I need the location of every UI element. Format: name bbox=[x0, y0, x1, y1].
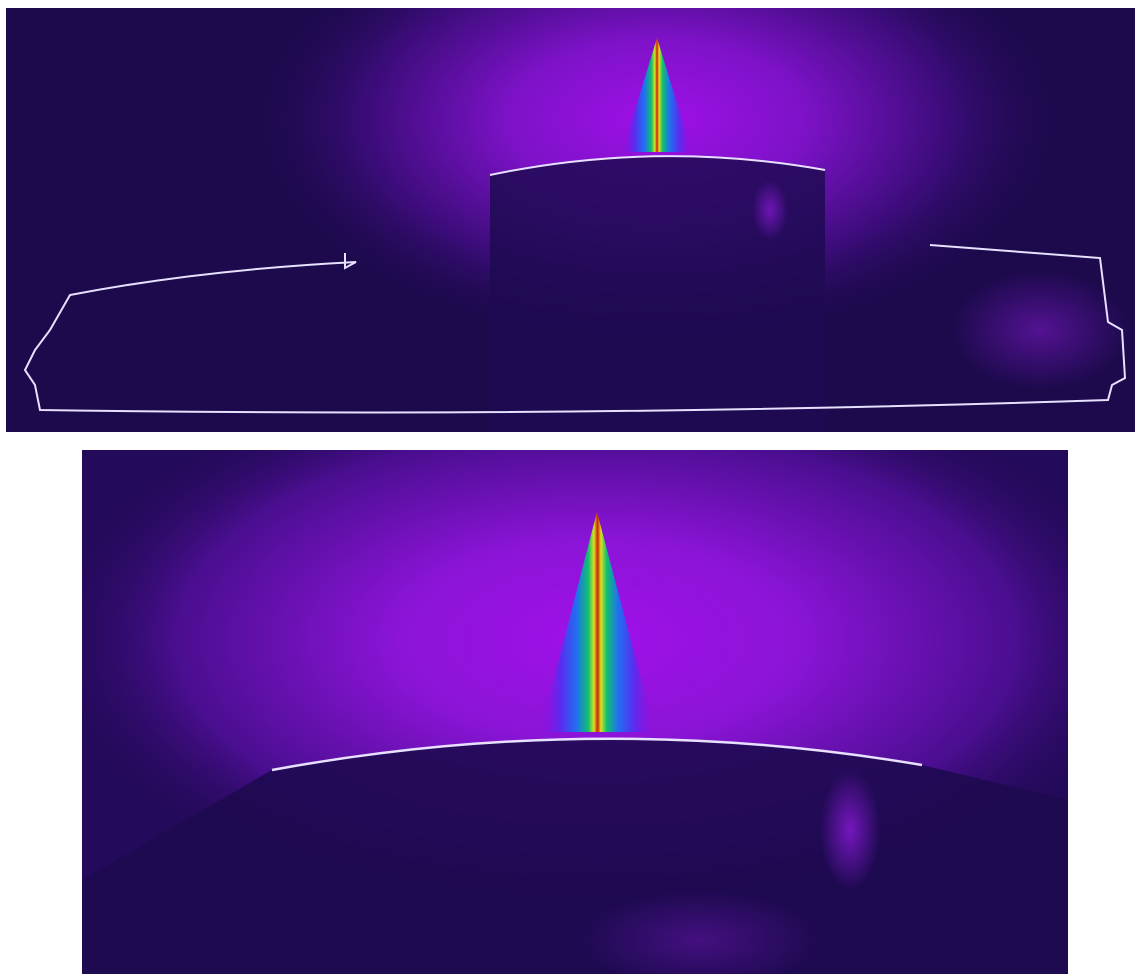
glow-spot bbox=[950, 270, 1130, 390]
beam bbox=[622, 38, 692, 152]
top-panel bbox=[6, 8, 1135, 432]
body-outline bbox=[23, 244, 1127, 414]
beam bbox=[540, 512, 655, 732]
roof-outline bbox=[489, 155, 826, 176]
shadow bbox=[82, 738, 1068, 974]
shadow bbox=[490, 156, 825, 432]
glow-spot bbox=[752, 180, 788, 240]
roof-outline bbox=[271, 737, 923, 772]
bottom-panel bbox=[82, 450, 1068, 974]
glow-spot bbox=[580, 890, 820, 974]
glow-spot bbox=[820, 770, 880, 890]
